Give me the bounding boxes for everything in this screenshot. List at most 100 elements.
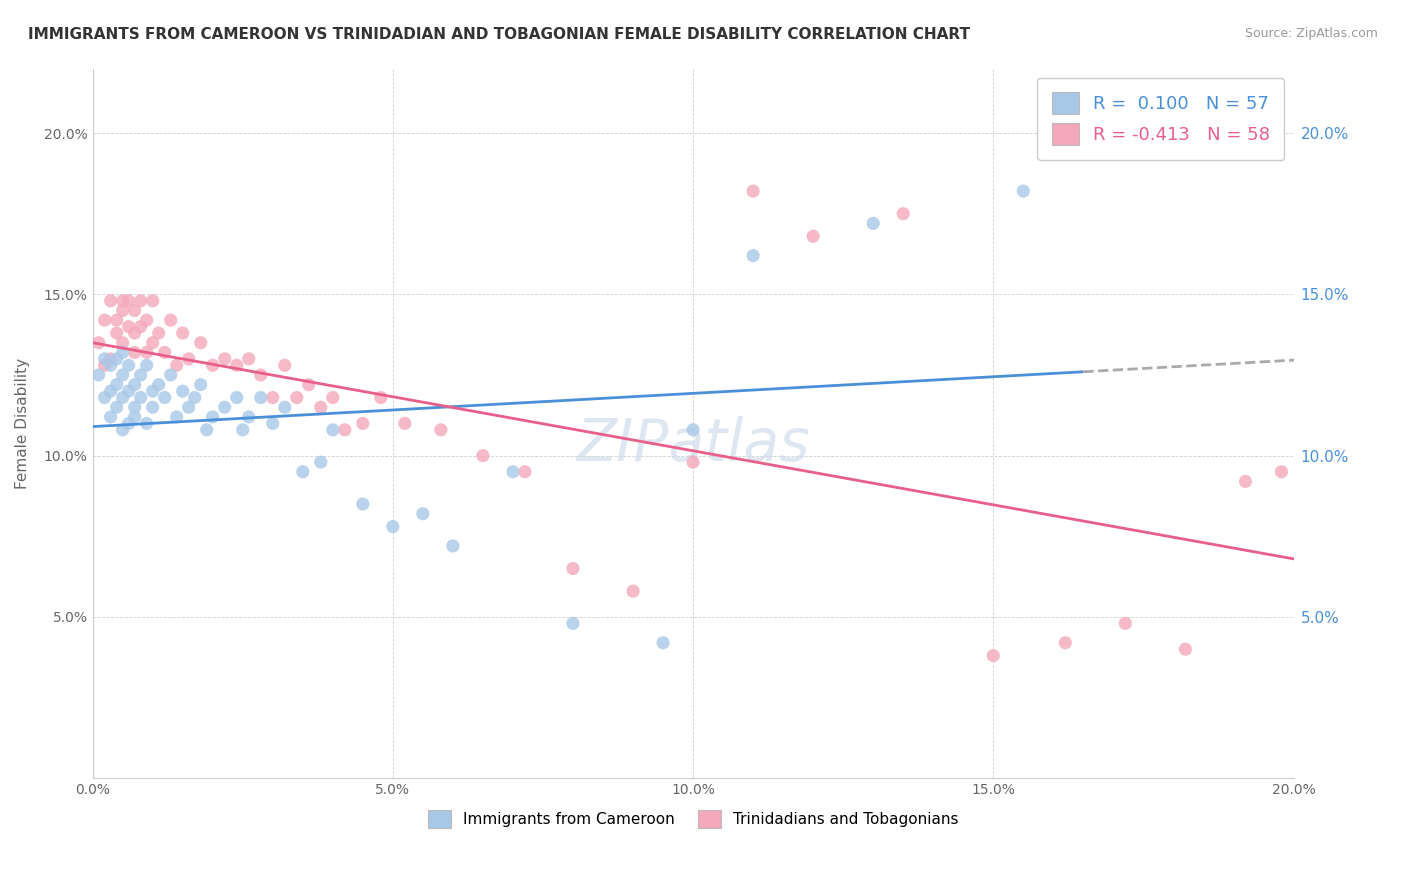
Point (249, 391, 271, 405)
Point (274, 359, 297, 373)
Point (135, 359, 157, 373)
Point (225, 391, 247, 405)
Point (111, 391, 134, 405)
Point (981, 648, 1004, 663)
Point (100, 293, 122, 308)
Point (118, 319, 141, 334)
Point (118, 293, 141, 308)
Point (100, 384, 122, 398)
Point (142, 384, 165, 398)
Point (513, 465, 536, 479)
Point (190, 377, 212, 392)
Point (742, 184, 765, 198)
Point (352, 497, 374, 511)
Point (232, 423, 254, 437)
Point (166, 359, 188, 373)
Point (93, 359, 115, 373)
Point (502, 465, 524, 479)
Point (682, 423, 704, 437)
Legend: Immigrants from Cameroon, Trinidadians and Tobagonians: Immigrants from Cameroon, Trinidadians a… (422, 804, 965, 834)
Point (129, 368, 152, 382)
Point (142, 401, 165, 415)
Point (148, 377, 170, 392)
Point (562, 561, 585, 575)
Point (652, 636, 675, 650)
Point (159, 368, 181, 382)
Point (148, 326, 170, 340)
Text: Source: ZipAtlas.com: Source: ZipAtlas.com (1244, 27, 1378, 40)
Point (124, 303, 146, 318)
Point (111, 345, 134, 359)
Point (166, 409, 188, 424)
Point (142, 293, 165, 308)
Point (172, 384, 194, 398)
Point (118, 384, 141, 398)
Point (309, 401, 332, 415)
Point (153, 345, 176, 359)
Point (105, 401, 128, 415)
Point (471, 449, 494, 463)
Point (105, 313, 128, 327)
Point (891, 207, 914, 221)
Point (183, 391, 205, 405)
Point (298, 377, 321, 392)
Point (441, 539, 464, 553)
Point (262, 391, 284, 405)
Point (111, 335, 134, 350)
Point (118, 359, 141, 373)
Point (129, 319, 152, 334)
Point (124, 409, 146, 424)
Point (1054, 636, 1077, 650)
Point (1270, 465, 1292, 479)
Point (172, 326, 194, 340)
Point (129, 391, 152, 405)
Point (352, 417, 374, 431)
Point (100, 359, 122, 373)
Point (100, 409, 122, 424)
Point (124, 326, 146, 340)
Point (124, 377, 146, 392)
Point (621, 584, 644, 599)
Point (105, 326, 128, 340)
Point (135, 345, 157, 359)
Point (93, 391, 115, 405)
Point (118, 417, 141, 431)
Point (135, 313, 157, 327)
Point (105, 377, 128, 392)
Point (111, 368, 134, 382)
Point (177, 401, 200, 415)
Point (1114, 616, 1136, 631)
Point (93, 313, 115, 327)
Point (285, 391, 308, 405)
Point (1234, 475, 1257, 489)
Point (262, 417, 284, 431)
Point (87, 368, 110, 382)
Point (742, 249, 765, 263)
Point (381, 519, 404, 533)
Point (177, 351, 200, 366)
Point (225, 359, 247, 373)
Point (214, 401, 236, 415)
Point (93, 351, 115, 366)
Y-axis label: Female Disability: Female Disability (15, 358, 30, 489)
Point (201, 359, 224, 373)
Text: ZIPatlas: ZIPatlas (576, 417, 810, 473)
Point (412, 507, 434, 521)
Point (111, 423, 134, 437)
Point (370, 391, 392, 405)
Point (214, 351, 236, 366)
Point (862, 216, 884, 230)
Point (562, 616, 585, 631)
Point (142, 335, 165, 350)
Point (1012, 184, 1035, 198)
Point (333, 423, 356, 437)
Point (291, 465, 314, 479)
Point (394, 417, 416, 431)
Point (124, 345, 146, 359)
Point (135, 417, 157, 431)
Point (322, 423, 344, 437)
Point (159, 313, 181, 327)
Point (682, 455, 704, 469)
Point (430, 423, 453, 437)
Point (111, 303, 134, 318)
